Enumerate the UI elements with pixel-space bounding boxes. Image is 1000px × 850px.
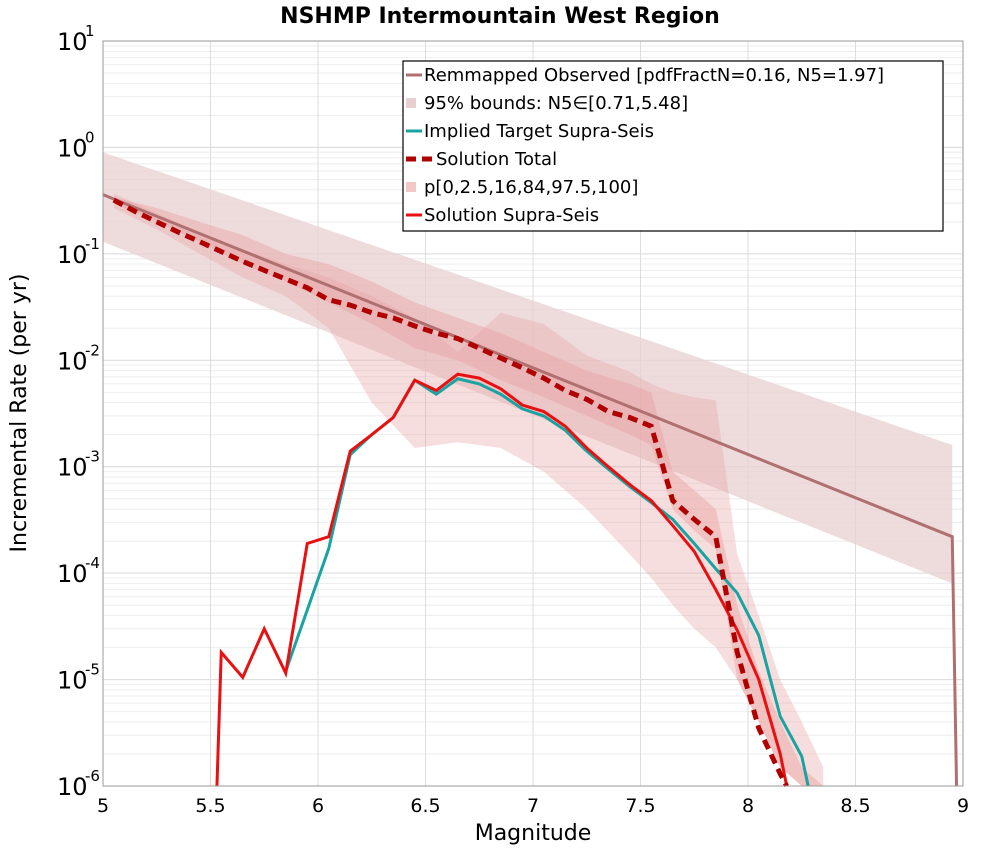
solution-total-line bbox=[112, 197, 789, 788]
x-tick-label: 6 bbox=[312, 795, 324, 817]
y-tick-base: 10 bbox=[57, 560, 88, 588]
x-tick-label: 5.5 bbox=[195, 795, 225, 817]
y-tick-label: 10-2 bbox=[57, 341, 100, 375]
y-tick-exponent: -2 bbox=[85, 341, 100, 359]
legend-label: Implied Target Supra-Seis bbox=[424, 121, 654, 142]
legend: Remmapped Observed [pdfFractN=0.16, N5=1… bbox=[402, 60, 944, 232]
legend-label: 95% bounds: N5∈[0.71,5.48] bbox=[424, 93, 688, 114]
legend-item: p[0,2.5,16,84,97.5,100] bbox=[406, 177, 638, 198]
y-tick-exponent: -1 bbox=[85, 235, 100, 253]
legend-label: Solution Total bbox=[436, 149, 557, 170]
y-tick-base: 10 bbox=[57, 773, 88, 801]
bounds-95-band bbox=[103, 152, 953, 584]
x-tick-label: 7 bbox=[527, 795, 539, 817]
legend-box bbox=[402, 60, 944, 232]
solution-supra-seis-line bbox=[215, 372, 789, 787]
y-tick-label: 10-1 bbox=[57, 235, 100, 269]
x-tick-label: 8 bbox=[742, 795, 754, 817]
y-tick-exponent: 0 bbox=[85, 128, 95, 146]
y-tick-label: 10-3 bbox=[57, 448, 100, 482]
percentile-band-inner bbox=[113, 197, 824, 786]
observed-line bbox=[102, 193, 959, 787]
percentile-band-outer bbox=[113, 193, 824, 786]
y-tick-base: 10 bbox=[57, 667, 88, 695]
y-tick-base: 10 bbox=[57, 134, 88, 162]
y-tick-label: 10-5 bbox=[57, 661, 100, 695]
chart-title: NSHMP Intermountain West Region bbox=[280, 4, 720, 29]
legend-label: p[0,2.5,16,84,97.5,100] bbox=[424, 177, 638, 198]
x-tick-labels: 5 5.5 6 6.5 7 7.5 8 8.5 9 bbox=[97, 795, 969, 817]
x-axis-label: Magnitude bbox=[475, 821, 592, 846]
x-tick-label: 5 bbox=[97, 795, 109, 817]
legend-swatch bbox=[406, 98, 416, 108]
y-tick-exponent: 1 bbox=[85, 22, 95, 40]
legend-item: Solution Total bbox=[406, 149, 557, 170]
x-tick-label: 8.5 bbox=[840, 795, 870, 817]
y-tick-exponent: -4 bbox=[85, 554, 100, 572]
y-tick-base: 10 bbox=[57, 454, 88, 482]
legend-item: 95% bounds: N5∈[0.71,5.48] bbox=[406, 93, 688, 114]
x-tick-label: 9 bbox=[957, 795, 969, 817]
lines-layer bbox=[102, 193, 959, 788]
x-tick-label: 7.5 bbox=[625, 795, 655, 817]
legend-swatch bbox=[406, 182, 416, 192]
bands-layer bbox=[103, 152, 953, 786]
legend-item: Implied Target Supra-Seis bbox=[406, 121, 654, 142]
y-tick-exponent: -6 bbox=[85, 767, 100, 785]
y-tick-label: 100 bbox=[57, 128, 95, 162]
y-tick-exponent: -5 bbox=[85, 661, 100, 679]
x-tick-label: 6.5 bbox=[410, 795, 440, 817]
y-tick-exponent: -3 bbox=[85, 448, 100, 466]
legend-item: Remmapped Observed [pdfFractN=0.16, N5=1… bbox=[406, 65, 884, 86]
y-axis-label: Incremental Rate (per yr) bbox=[7, 274, 32, 553]
y-tick-label: 10-4 bbox=[57, 554, 100, 588]
plot-frame bbox=[102, 40, 964, 787]
y-tick-base: 10 bbox=[57, 347, 88, 375]
y-tick-label: 101 bbox=[57, 22, 95, 56]
legend-item: Solution Supra-Seis bbox=[406, 205, 599, 226]
y-tick-base: 10 bbox=[57, 241, 88, 269]
legend-label: Remmapped Observed [pdfFractN=0.16, N5=1… bbox=[424, 65, 884, 86]
grid-lines bbox=[103, 41, 963, 787]
y-tick-base: 10 bbox=[57, 28, 88, 56]
legend-label: Solution Supra-Seis bbox=[424, 205, 599, 226]
y-tick-label: 10-6 bbox=[57, 767, 100, 801]
